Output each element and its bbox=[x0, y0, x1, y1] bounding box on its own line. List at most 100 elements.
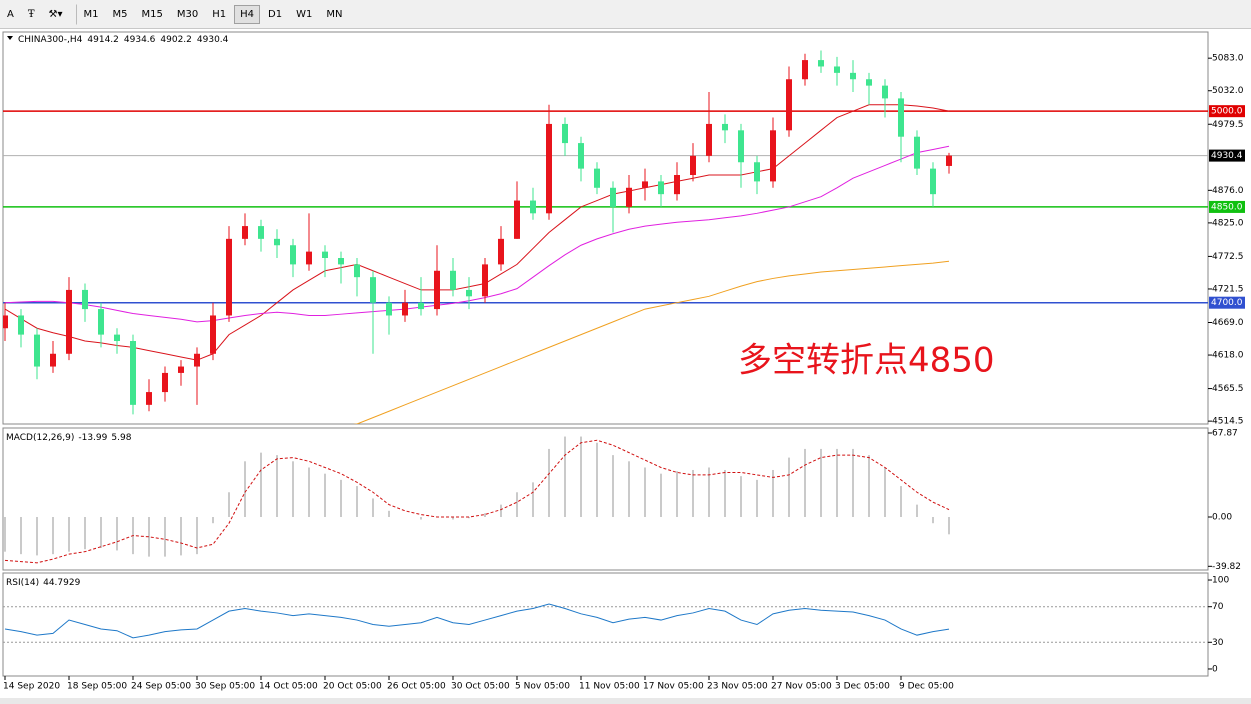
candle-body bbox=[530, 200, 536, 214]
indicator-name: MACD(12,26,9) bbox=[6, 433, 74, 443]
candle-body bbox=[658, 181, 664, 195]
candle-body bbox=[194, 353, 200, 367]
candle-body bbox=[370, 277, 376, 303]
y-tick-label: 4772.5 bbox=[1212, 252, 1244, 262]
candle-body bbox=[258, 226, 264, 239]
x-tick-label: 5 Nov 05:00 bbox=[515, 682, 570, 692]
timeframe-button[interactable]: H4 bbox=[234, 4, 260, 24]
candle-body bbox=[98, 309, 104, 335]
candle-body bbox=[914, 136, 920, 169]
candle-body bbox=[242, 226, 248, 239]
y-tick-label: 100 bbox=[1212, 576, 1229, 586]
timeframe-button[interactable]: M30 bbox=[176, 8, 199, 20]
candle-body bbox=[834, 66, 840, 73]
x-tick-label: 9 Dec 05:00 bbox=[899, 682, 954, 692]
rsi-line bbox=[4, 603, 950, 639]
candle-body bbox=[130, 341, 136, 405]
ohlc-value: 4902.2 bbox=[160, 35, 192, 45]
x-tick-label: 20 Oct 05:00 bbox=[323, 682, 382, 692]
candle-body bbox=[50, 353, 56, 367]
y-tick-label: 4721.5 bbox=[1212, 284, 1244, 294]
candle-body bbox=[674, 175, 680, 195]
candle-body bbox=[562, 123, 568, 144]
candle-body bbox=[786, 79, 792, 131]
candle-body bbox=[162, 372, 168, 393]
candle-body bbox=[306, 251, 312, 265]
candle-body bbox=[866, 79, 872, 86]
candle-body bbox=[898, 98, 904, 137]
y-tick-label: -39.82 bbox=[1212, 562, 1241, 572]
annotation: 多空转折点4850 bbox=[738, 341, 995, 381]
candle-body bbox=[34, 334, 40, 367]
candle-body bbox=[114, 334, 120, 342]
indicator-value: 44.7929 bbox=[43, 578, 80, 588]
candle-body bbox=[354, 264, 360, 278]
toolbar: A Ŧ ⚒▾ M1 M5 M15 M30 H1 H4 D1 W1 MN bbox=[0, 0, 1251, 29]
y-tick-label: 4565.5 bbox=[1212, 384, 1244, 394]
moving-average bbox=[352, 260, 950, 424]
y-tick-label: 4669.0 bbox=[1212, 318, 1244, 328]
timeframe-button[interactable]: M15 bbox=[141, 8, 163, 20]
x-tick-label: 27 Nov 05:00 bbox=[771, 682, 832, 692]
candle-body bbox=[642, 181, 648, 188]
symbol: CHINA300-,H4 bbox=[18, 35, 83, 45]
timeframe-button[interactable]: M1 bbox=[83, 8, 99, 20]
timeframes: M1 M5 M15 M30 H1 H4 D1 W1 MN bbox=[75, 3, 351, 25]
x-tick-label: 23 Nov 05:00 bbox=[707, 682, 768, 692]
indicator-name: RSI(14) bbox=[6, 578, 39, 588]
moving-average bbox=[4, 145, 950, 323]
timeframe-button[interactable]: H1 bbox=[212, 8, 227, 20]
timeframe-button[interactable]: M5 bbox=[112, 8, 128, 20]
timeframe-button[interactable]: MN bbox=[326, 8, 343, 20]
macd-signal bbox=[4, 439, 950, 564]
text-tool[interactable]: A bbox=[7, 8, 14, 20]
level-box bbox=[1209, 296, 1245, 309]
y-tick-label: 0.00 bbox=[1212, 513, 1232, 523]
panel bbox=[4, 436, 950, 564]
candle-body bbox=[402, 302, 408, 316]
candle-body bbox=[930, 168, 936, 195]
y-tick-label: 4514.5 bbox=[1212, 417, 1244, 427]
y-tick-label: 70 bbox=[1212, 602, 1224, 612]
candle-body bbox=[770, 130, 776, 182]
candle-body bbox=[946, 155, 952, 166]
panel bbox=[3, 50, 1208, 424]
y-tick-label: 4618.0 bbox=[1212, 351, 1244, 361]
candle-body bbox=[178, 366, 184, 373]
ohlc-value: 4930.4 bbox=[197, 35, 229, 45]
current-price-label: 4930.4 bbox=[1211, 151, 1243, 161]
rsi-header: RSI(14) 44.7929 bbox=[6, 578, 81, 588]
candle-body bbox=[610, 187, 616, 207]
candle-body bbox=[690, 155, 696, 176]
candle-body bbox=[514, 200, 520, 239]
x-tick-label: 30 Sep 05:00 bbox=[195, 682, 255, 692]
chart: 5083.0 5032.0 4979.5 4876.0 4825.0 4772.5 4721… bbox=[0, 31, 1251, 704]
candle-body bbox=[546, 123, 552, 214]
candle-body bbox=[210, 315, 216, 354]
candle-body bbox=[66, 289, 72, 354]
timeframe-button[interactable]: D1 bbox=[268, 8, 283, 20]
candle-body bbox=[418, 302, 424, 310]
candle-body bbox=[882, 85, 888, 99]
tab-bar bbox=[0, 698, 1251, 704]
level-box bbox=[1209, 105, 1245, 118]
y-tick-label: 67.87 bbox=[1212, 428, 1238, 438]
indicator-value: -13.99 bbox=[78, 433, 107, 443]
level-label: 4850.0 bbox=[1211, 202, 1243, 212]
y-tick-label: 0 bbox=[1212, 664, 1218, 674]
candle-body bbox=[754, 162, 760, 182]
candle-body bbox=[626, 187, 632, 207]
tool-icon[interactable]: ⚒▾ bbox=[48, 8, 63, 20]
level-box bbox=[1209, 200, 1245, 213]
tool-icon[interactable]: Ŧ bbox=[27, 8, 35, 20]
candle-body bbox=[386, 302, 392, 316]
moving-average bbox=[4, 104, 950, 361]
timeframe-button[interactable]: W1 bbox=[296, 8, 313, 20]
candle-body bbox=[594, 168, 600, 188]
candle-body bbox=[802, 60, 808, 80]
candle-body bbox=[322, 251, 328, 259]
y-tick-label: 5083.0 bbox=[1212, 54, 1244, 64]
candle-body bbox=[498, 238, 504, 265]
candle-body bbox=[722, 123, 728, 131]
